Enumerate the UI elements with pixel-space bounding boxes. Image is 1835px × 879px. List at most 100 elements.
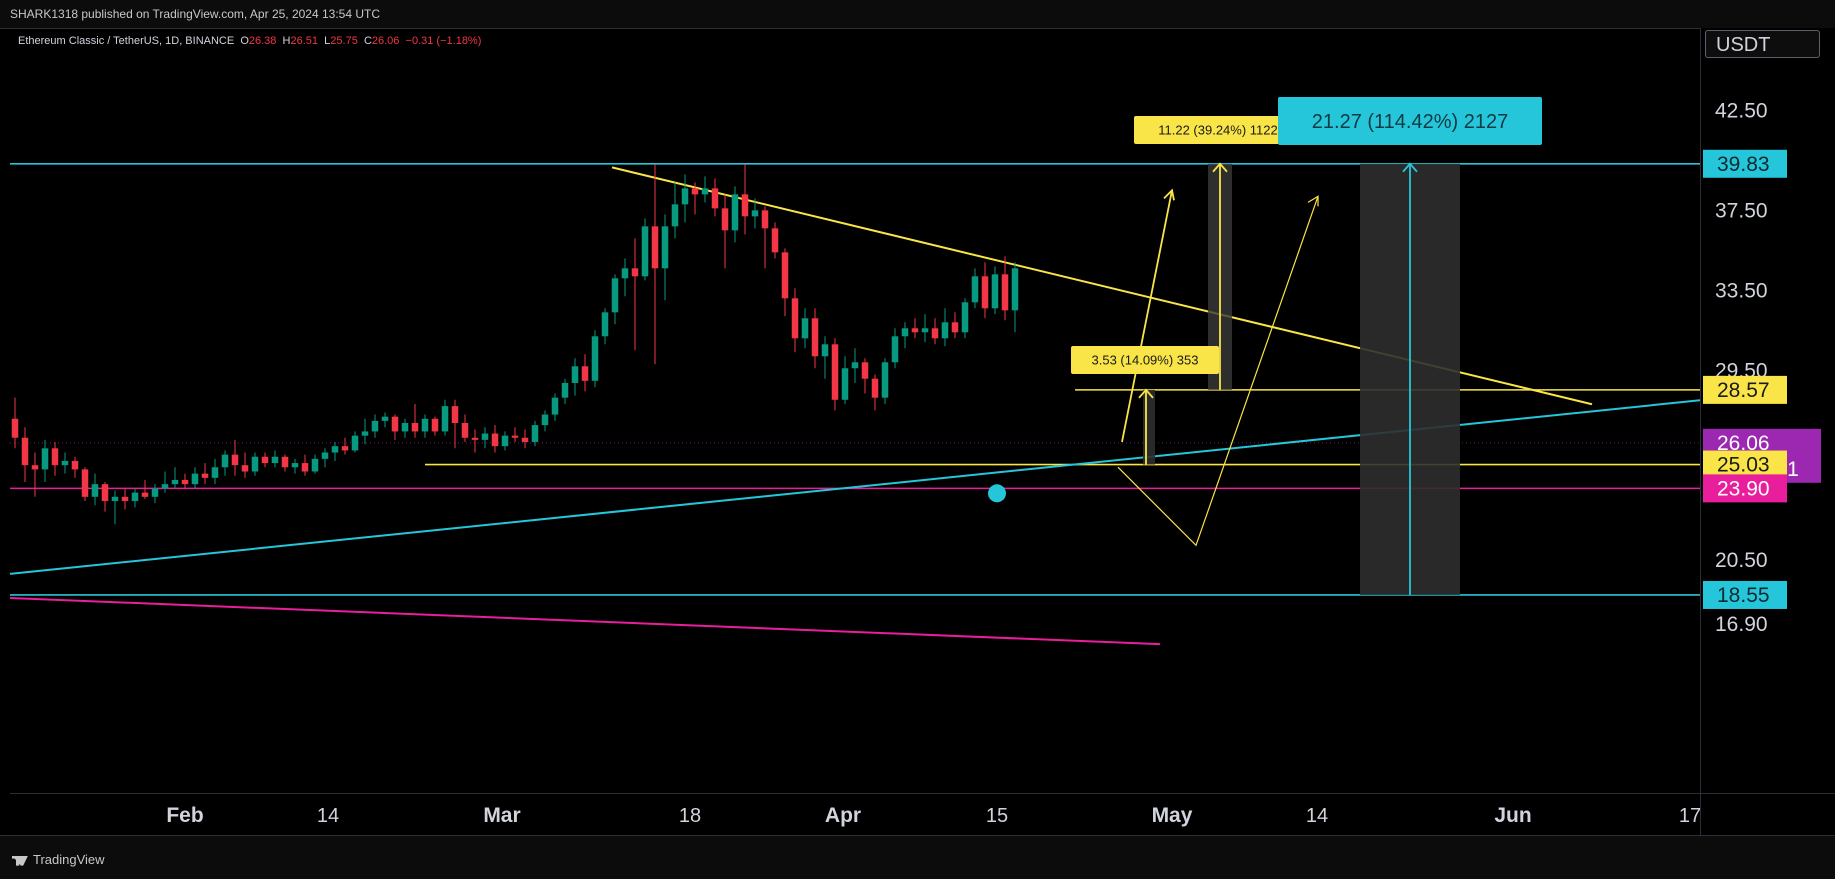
candle-body xyxy=(971,276,979,303)
ohlc-high: 26.51 xyxy=(290,35,319,47)
candle-body xyxy=(331,446,339,453)
time-label: 17 xyxy=(1679,805,1700,827)
candle-body xyxy=(821,344,829,357)
ohlc-high-label: H xyxy=(282,35,291,47)
candle-body xyxy=(731,194,739,231)
candle-body xyxy=(521,437,529,442)
candle-body xyxy=(841,368,849,400)
candle-body xyxy=(111,496,119,502)
ohlc-change: −0.31 (−1.18%) xyxy=(405,35,482,47)
candle-body xyxy=(221,454,229,468)
price-axis-svg: 42.5037.5033.5029.5020.5016.9039.8328.57… xyxy=(1703,99,1821,636)
candle-body xyxy=(251,456,259,472)
price-tick-label: 42.50 xyxy=(1715,99,1768,122)
time-axis[interactable]: Feb 14 Mar 18 Apr 15 May 14 Jun 17 xyxy=(10,793,1701,836)
candle-body xyxy=(151,488,159,497)
projection-path-up xyxy=(1121,190,1173,443)
candle-body xyxy=(141,492,149,497)
candle-body xyxy=(311,458,319,472)
measure-arrow-medium-head xyxy=(1212,162,1228,173)
candle-body xyxy=(481,433,489,440)
candle-body xyxy=(31,465,39,470)
candle-body xyxy=(751,210,759,217)
candle-body xyxy=(491,433,499,447)
projection-path-zigzag xyxy=(1117,196,1319,547)
candle-body xyxy=(121,496,129,502)
ohlc-open: 26.38 xyxy=(248,35,277,47)
candle-body xyxy=(931,328,939,339)
tradingview-logo[interactable]: TradingView xyxy=(12,852,105,867)
candle-body xyxy=(951,322,959,333)
candle-body xyxy=(631,268,639,277)
candle-body xyxy=(411,422,419,432)
candle-body xyxy=(911,328,919,333)
candle-body xyxy=(271,456,279,464)
candle-body xyxy=(371,420,379,432)
price-label-39-83-bg xyxy=(1703,149,1787,178)
currency-selector[interactable]: USDT xyxy=(1705,30,1820,58)
candle-body xyxy=(791,298,799,339)
price-tick-label: 33.50 xyxy=(1715,279,1768,302)
candle-body xyxy=(921,328,929,333)
candle-body xyxy=(541,414,549,426)
candle-body xyxy=(381,416,389,421)
candle-body xyxy=(981,276,989,309)
candle-body xyxy=(561,382,569,398)
candle-body xyxy=(241,465,249,472)
candle-body xyxy=(721,208,729,231)
price-tick-label: 37.50 xyxy=(1715,199,1768,222)
candle-body xyxy=(811,318,819,357)
measure-label-large-box xyxy=(1278,97,1542,145)
publish-info: SHARK1318 published on TradingView.com, … xyxy=(10,7,381,21)
candle-body xyxy=(651,226,659,269)
candle-body xyxy=(91,484,99,497)
candle-body xyxy=(941,322,949,339)
tradingview-brand: TradingView xyxy=(33,852,105,867)
ohlc-low-label: L xyxy=(324,35,331,47)
measure-label-large: 21.27 (114.42%) 2127 xyxy=(1312,111,1508,133)
measure-label-small: 3.53 (14.09%) 353 xyxy=(1092,353,1199,368)
candle-body xyxy=(301,463,309,472)
candle-body xyxy=(661,226,669,269)
candle-body xyxy=(41,448,49,470)
descending-pink-trendline xyxy=(9,596,1161,646)
time-label: 14 xyxy=(317,805,339,827)
time-label: 15 xyxy=(986,805,1008,827)
candle-body xyxy=(341,446,349,451)
candle-body xyxy=(421,418,429,432)
trendline-touch-marker xyxy=(988,484,1006,503)
price-label-25-03: 25.03 xyxy=(1717,454,1770,477)
candle-body xyxy=(291,463,299,468)
candle-body xyxy=(471,437,479,440)
time-label: Jun xyxy=(1494,804,1531,827)
candle-body xyxy=(991,274,999,309)
symbol-legend[interactable]: Ethereum Classic / TetherUS, 1D, BINANCE… xyxy=(18,35,481,47)
price-label-current: 26.06 xyxy=(1717,432,1770,455)
candle-body xyxy=(891,336,899,363)
candle-body xyxy=(781,252,789,299)
candle-body xyxy=(51,448,59,466)
candle-body xyxy=(211,467,219,478)
candle-body xyxy=(351,435,359,451)
candle-body xyxy=(61,460,69,466)
price-axis[interactable]: 42.50 37.50 33.50 29.50 20.50 16.90 39.83 28.57… xyxy=(1700,28,1835,793)
candle-body xyxy=(231,454,239,466)
price-chart[interactable]: 3.53 (14.09%) 353 11.22 (39.24%) 1122 21.2… xyxy=(0,28,1701,793)
time-label: May xyxy=(1152,804,1193,827)
candle-body xyxy=(171,479,179,485)
candle-body xyxy=(321,452,329,459)
measure-label-medium-box xyxy=(1134,116,1302,144)
price-label-18-55-bg xyxy=(1703,580,1787,609)
candle-body xyxy=(21,437,29,466)
candle-body xyxy=(1011,268,1019,311)
candle-body xyxy=(1001,274,1009,311)
candle-body xyxy=(711,188,719,209)
candle-body xyxy=(881,362,889,398)
candle-body xyxy=(451,406,459,423)
candle-body xyxy=(131,492,139,502)
time-label: Feb xyxy=(166,804,203,827)
candle-body xyxy=(461,422,469,438)
chart-pane[interactable]: 3.53 (14.09%) 353 11.22 (39.24%) 1122 21.2… xyxy=(0,28,1701,793)
candle-body xyxy=(191,473,199,485)
price-label-23-90: 23.90 xyxy=(1717,477,1770,500)
